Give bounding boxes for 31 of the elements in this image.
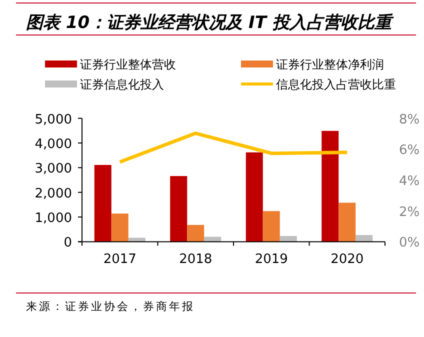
y2-tick-label: 0% <box>399 236 420 251</box>
y-tick-label: 3,000 <box>34 162 72 177</box>
x-tick-label: 2018 <box>179 252 212 267</box>
bar <box>246 152 263 242</box>
y2-tick-label: 8% <box>399 112 420 128</box>
bar <box>187 224 204 242</box>
y2-tick-label: 2% <box>399 204 420 220</box>
bar <box>338 202 356 242</box>
legend-label: 信息化投入占营收比重 <box>276 78 396 92</box>
bar <box>356 235 373 242</box>
y-tick-label: 5,000 <box>34 112 72 128</box>
y-tick-label: 0 <box>64 236 72 251</box>
legend-label: 证券行业整体净利润 <box>276 58 384 72</box>
bar <box>94 164 112 242</box>
y2-tick-label: 4% <box>399 174 420 189</box>
y2-tick-label: 6% <box>399 143 420 158</box>
x-tick-label: 2019 <box>254 252 288 267</box>
y-tick-label: 4,000 <box>34 136 72 152</box>
bar <box>322 130 339 242</box>
bar <box>170 176 188 242</box>
bar <box>262 211 280 242</box>
y-tick-label: 2,000 <box>34 186 72 202</box>
y-tick-label: 1,000 <box>34 211 72 226</box>
source-note: 来源：证券业协会，券商年报 <box>26 300 195 313</box>
chart-title: 图表 10：证券业经营状况及 IT 投入占营收比重 <box>26 13 394 33</box>
legend-label: 证券行业整体营收 <box>80 58 176 72</box>
line-series <box>118 132 349 164</box>
x-tick-label: 2020 <box>330 252 364 267</box>
bar <box>111 214 128 242</box>
legend-label: 证券信息化投入 <box>80 78 164 92</box>
x-tick-label: 2017 <box>103 252 136 267</box>
